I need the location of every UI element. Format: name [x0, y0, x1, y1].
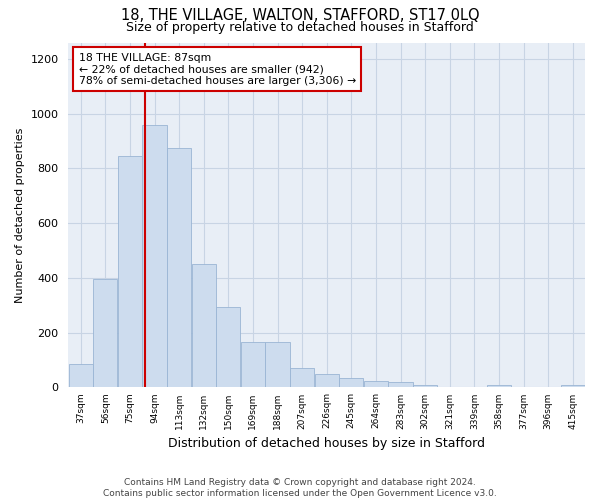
Bar — [241, 342, 265, 388]
Bar — [388, 382, 413, 388]
Bar — [339, 378, 364, 388]
Bar — [142, 124, 167, 388]
Text: 18 THE VILLAGE: 87sqm
← 22% of detached houses are smaller (942)
78% of semi-det: 18 THE VILLAGE: 87sqm ← 22% of detached … — [79, 53, 356, 86]
Bar — [93, 280, 118, 388]
Text: Contains HM Land Registry data © Crown copyright and database right 2024.
Contai: Contains HM Land Registry data © Crown c… — [103, 478, 497, 498]
Bar — [191, 264, 216, 388]
Bar — [413, 384, 437, 388]
Bar — [560, 384, 585, 388]
Bar — [216, 306, 241, 388]
Text: Size of property relative to detached houses in Stafford: Size of property relative to detached ho… — [126, 21, 474, 34]
Text: 18, THE VILLAGE, WALTON, STAFFORD, ST17 0LQ: 18, THE VILLAGE, WALTON, STAFFORD, ST17 … — [121, 8, 479, 22]
Bar — [68, 364, 93, 388]
X-axis label: Distribution of detached houses by size in Stafford: Distribution of detached houses by size … — [168, 437, 485, 450]
Bar — [265, 342, 290, 388]
Bar — [364, 380, 388, 388]
Y-axis label: Number of detached properties: Number of detached properties — [15, 128, 25, 302]
Bar — [290, 368, 314, 388]
Bar — [487, 384, 511, 388]
Bar — [167, 148, 191, 388]
Bar — [314, 374, 339, 388]
Bar — [118, 156, 142, 388]
